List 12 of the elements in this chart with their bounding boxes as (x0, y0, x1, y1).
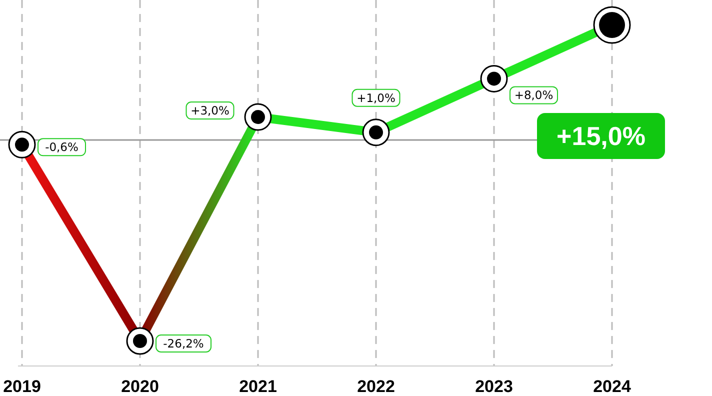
x-tick-label: 2020 (121, 377, 159, 396)
data-label: -26,2% (163, 336, 204, 350)
x-tick-label: 2024 (593, 377, 632, 396)
x-tick-label: 2023 (475, 377, 513, 396)
data-label: -0,6% (45, 140, 78, 154)
data-label: +1,0% (356, 90, 396, 105)
x-tick-label: 2022 (357, 377, 395, 396)
data-label: +3,0% (190, 104, 230, 118)
data-label: +15,0% (556, 121, 646, 151)
x-tick-label: 2019 (3, 377, 41, 396)
data-label: +8,0% (514, 88, 554, 102)
x-tick-label: 2021 (239, 377, 277, 396)
